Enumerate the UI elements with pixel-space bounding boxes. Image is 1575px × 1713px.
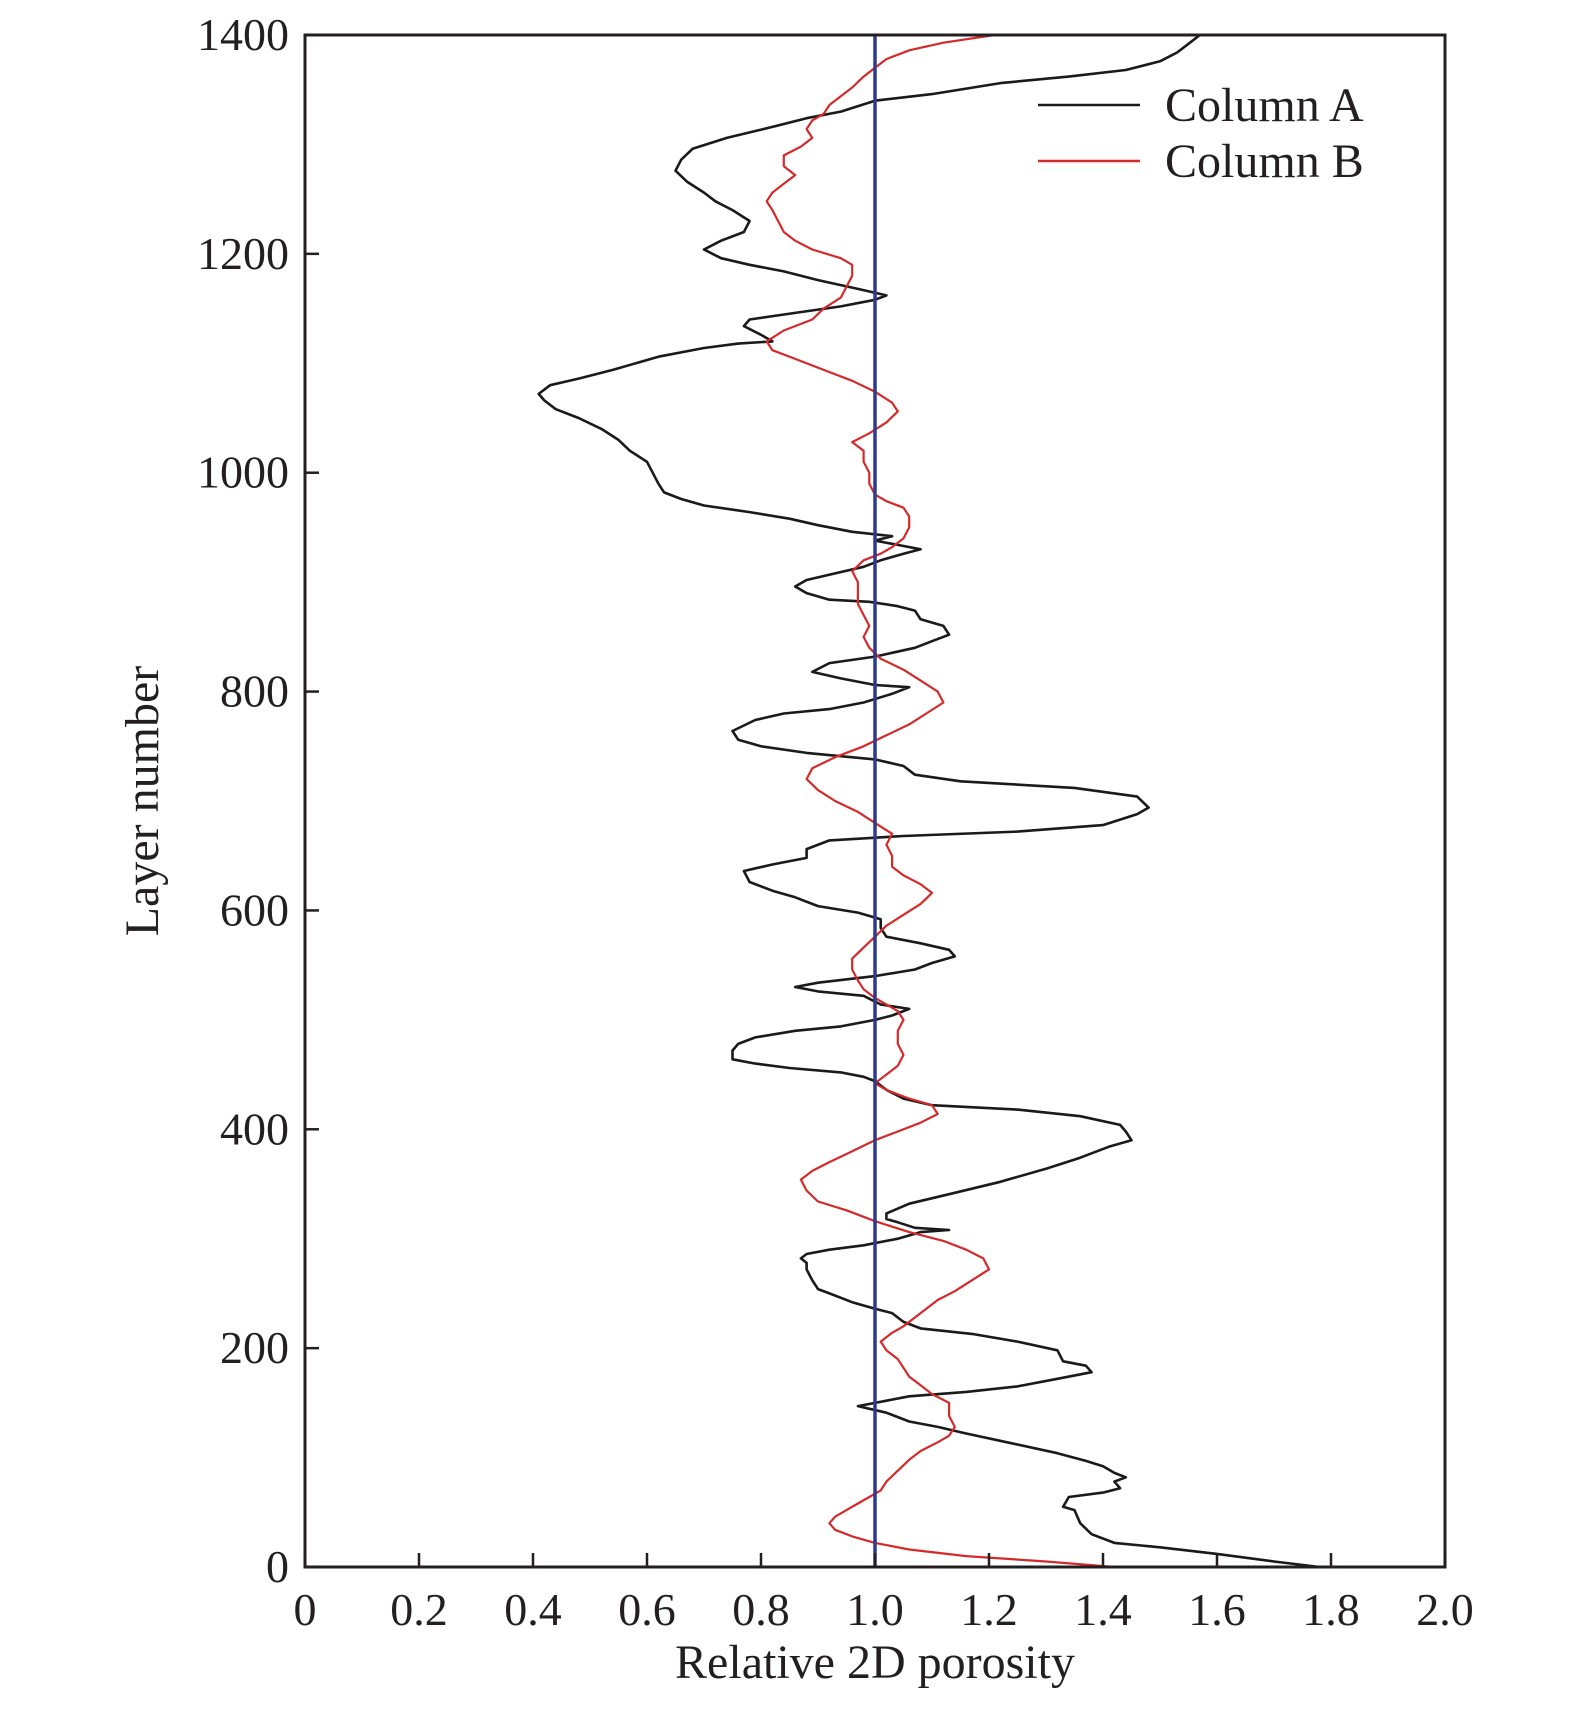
- x-tick-label: 0: [294, 1584, 317, 1635]
- x-tick-label: 0.2: [390, 1584, 448, 1635]
- series-line-column-a: [537, 33, 1320, 1569]
- x-tick-label: 1.6: [1188, 1584, 1246, 1635]
- y-tick-label: 800: [220, 666, 289, 717]
- y-tick-label: 1400: [197, 9, 289, 60]
- y-tick-label: 1000: [197, 447, 289, 498]
- plot-lines: [537, 33, 1320, 1569]
- x-tick-label: 1.4: [1074, 1584, 1132, 1635]
- x-tick-label: 0.6: [618, 1584, 676, 1635]
- y-axis-ticks: 0 200 400 600 800 1000 1200 1400: [197, 9, 319, 1592]
- y-tick-label: 600: [220, 884, 289, 935]
- x-tick-label: 1.0: [846, 1584, 904, 1635]
- legend-label: Column B: [1165, 135, 1364, 188]
- y-tick-label: 0: [266, 1541, 289, 1592]
- legend-label: Column A: [1165, 79, 1364, 132]
- x-axis-ticks: 0 0.2 0.4 0.6 0.8 1.0 1.2 1.4 1.6 1.8 2.0: [294, 1553, 1474, 1635]
- x-tick-label: 2.0: [1416, 1584, 1474, 1635]
- y-tick-label: 200: [220, 1322, 289, 1373]
- y-tick-label: 1200: [197, 228, 289, 279]
- x-axis-title: Relative 2D porosity: [675, 1636, 1075, 1689]
- y-tick-label: 400: [220, 1103, 289, 1154]
- x-tick-label: 0.8: [732, 1584, 790, 1635]
- x-tick-label: 1.2: [960, 1584, 1018, 1635]
- x-tick-label: 0.4: [504, 1584, 562, 1635]
- x-tick-label: 1.8: [1302, 1584, 1360, 1635]
- series-line-column-b: [765, 33, 1115, 1569]
- y-axis-title: Layer number: [116, 666, 169, 937]
